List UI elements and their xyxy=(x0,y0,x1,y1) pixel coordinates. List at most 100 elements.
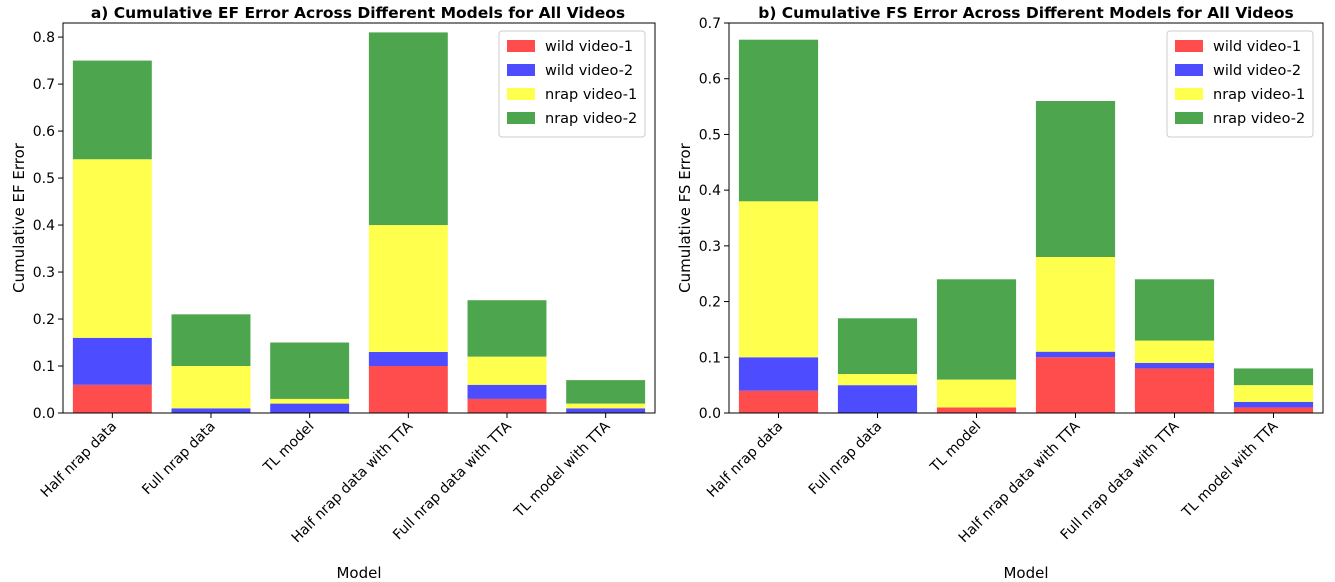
bar-segment-nrap-video-1-tl-model-with-tta xyxy=(566,403,646,409)
bar-segment-wild-video-2-full-nrap-data-with-tta xyxy=(1134,362,1215,369)
chart-title: b) Cumulative FS Error Across Different … xyxy=(758,4,1294,22)
legend-swatch-nrap-video-1 xyxy=(507,88,535,100)
bar-segment-wild-video-1-half-nrap-data xyxy=(72,384,152,413)
bar-segment-wild-video-2-half-nrap-data-with-tta xyxy=(368,351,448,367)
bar-segment-wild-video-2-half-nrap-data xyxy=(72,337,152,385)
bar-segment-nrap-video-2-full-nrap-data-with-tta xyxy=(1134,279,1215,341)
x-tick-label-tl-model: TL model xyxy=(927,419,985,477)
legend-swatch-wild-video-2 xyxy=(1175,64,1203,76)
bar-segment-nrap-video-1-half-nrap-data xyxy=(72,159,152,338)
legend-swatch-wild-video-2 xyxy=(507,64,535,76)
legend-swatch-wild-video-1 xyxy=(507,40,535,52)
y-tick-label: 0.1 xyxy=(33,359,55,375)
legend-label-wild-video-2: wild video-2 xyxy=(545,63,633,79)
y-tick-label: 0.2 xyxy=(699,295,721,311)
y-axis-label: Cumulative EF Error xyxy=(10,142,28,293)
bar-segment-nrap-video-1-tl-model-with-tta xyxy=(1233,385,1314,402)
legend-frame xyxy=(498,30,646,138)
legend-label-nrap-video-1: nrap video-1 xyxy=(1213,87,1305,103)
bar-segment-wild-video-2-tl-model-with-tta xyxy=(1233,401,1314,408)
legend-label-nrap-video-2: nrap video-2 xyxy=(545,111,637,127)
y-tick-label: 0.7 xyxy=(699,16,721,32)
y-tick-label: 0.0 xyxy=(33,406,55,422)
x-tick-label-full-nrap-data-with-tta: Full nrap data with TTA xyxy=(1058,418,1183,543)
y-tick-label: 0.4 xyxy=(699,183,721,199)
chart-fs-error: b) Cumulative FS Error Across Different … xyxy=(676,4,1324,582)
bar-segment-wild-video-1-half-nrap-data-with-tta xyxy=(1035,357,1116,413)
y-tick-label: 0.6 xyxy=(33,124,55,140)
bar-segment-nrap-video-1-full-nrap-data-with-tta xyxy=(467,356,547,385)
chart-ef-error: a) Cumulative EF Error Across Different … xyxy=(10,4,656,582)
x-tick-label-tl-model-with-tta: TL model with TTA xyxy=(1179,418,1282,521)
legend-swatch-nrap-video-2 xyxy=(1175,112,1203,124)
bar-segment-wild-video-2-half-nrap-data-with-tta xyxy=(1035,351,1116,358)
bar-segment-nrap-video-2-half-nrap-data xyxy=(72,60,152,160)
y-tick-label: 0.7 xyxy=(33,77,55,93)
x-axis-label: Model xyxy=(1003,564,1048,582)
y-tick-label: 0.1 xyxy=(699,350,721,366)
y-tick-label: 0.3 xyxy=(33,265,55,281)
plot-frame xyxy=(62,22,656,414)
y-tick-label: 0.6 xyxy=(699,72,721,88)
x-tick-label-full-nrap-data: Full nrap data xyxy=(806,419,886,499)
bar-segment-nrap-video-1-full-nrap-data xyxy=(837,374,918,386)
bar-segment-nrap-video-1-tl-model xyxy=(270,398,350,404)
bar-segment-nrap-video-2-tl-model-with-tta xyxy=(566,380,646,404)
legend-label-wild-video-1: wild video-1 xyxy=(1213,39,1301,55)
bar-segment-nrap-video-1-half-nrap-data-with-tta xyxy=(1035,257,1116,352)
bar-segment-nrap-video-1-full-nrap-data-with-tta xyxy=(1134,340,1215,363)
y-tick-label: 0.5 xyxy=(33,171,55,187)
legend-label-wild-video-2: wild video-2 xyxy=(1213,63,1301,79)
bar-segment-nrap-video-2-full-nrap-data-with-tta xyxy=(467,300,547,357)
bar-segment-wild-video-1-half-nrap-data xyxy=(738,390,819,413)
bar-segment-wild-video-1-tl-model-with-tta xyxy=(1233,407,1314,413)
bar-segment-wild-video-2-full-nrap-data xyxy=(171,408,251,413)
bar-segment-nrap-video-2-tl-model xyxy=(270,342,350,399)
y-tick-label: 0.4 xyxy=(33,218,55,234)
bar-segment-wild-video-2-tl-model xyxy=(270,403,350,413)
legend-frame xyxy=(1166,30,1314,138)
x-tick-label-full-nrap-data: Full nrap data xyxy=(139,419,219,499)
bar-segment-wild-video-1-full-nrap-data-with-tta xyxy=(1134,368,1215,413)
y-tick-label: 0.2 xyxy=(33,312,55,328)
legend: wild video-1 wild video-2 nrap video-1 nrap… xyxy=(1166,30,1314,138)
x-tick-label-tl-model: TL model xyxy=(260,419,318,477)
y-tick-label: 0.5 xyxy=(699,127,721,143)
legend-label-nrap-video-2: nrap video-2 xyxy=(1213,111,1305,127)
bar-segment-nrap-video-2-full-nrap-data xyxy=(171,314,251,367)
bar-segment-wild-video-1-half-nrap-data-with-tta xyxy=(368,366,448,413)
bar-segment-wild-video-1-full-nrap-data-with-tta xyxy=(467,398,547,413)
legend-swatch-wild-video-1 xyxy=(1175,40,1203,52)
bar-segment-wild-video-2-tl-model-with-tta xyxy=(566,408,646,413)
x-axis-label: Model xyxy=(336,564,381,582)
y-tick-label: 0.8 xyxy=(33,30,55,46)
legend-label-nrap-video-1: nrap video-1 xyxy=(545,87,637,103)
x-tick-label-half-nrap-data: Half nrap data xyxy=(704,419,786,501)
x-tick-label-tl-model-with-tta: TL model with TTA xyxy=(511,418,614,521)
bar-segment-nrap-video-1-tl-model xyxy=(936,379,1017,408)
y-axis-label: Cumulative FS Error xyxy=(676,142,694,292)
bar-segment-nrap-video-1-half-nrap-data xyxy=(738,201,819,358)
legend-label-wild-video-1: wild video-1 xyxy=(545,39,633,55)
legend: wild video-1 wild video-2 nrap video-1 nrap… xyxy=(498,30,646,138)
y-tick-label: 0.0 xyxy=(699,406,721,422)
bar-segment-wild-video-1-tl-model xyxy=(936,407,1017,413)
chart-title: a) Cumulative EF Error Across Different … xyxy=(91,4,625,22)
x-tick-label-half-nrap-data: Half nrap data xyxy=(38,419,120,501)
legend-swatch-nrap-video-2 xyxy=(507,112,535,124)
bar-segment-nrap-video-2-full-nrap-data xyxy=(837,318,918,374)
bar-segment-nrap-video-1-half-nrap-data-with-tta xyxy=(368,225,448,352)
bar-segment-wild-video-2-half-nrap-data xyxy=(738,357,819,391)
bar-segment-nrap-video-1-full-nrap-data xyxy=(171,366,251,409)
bar-segment-nrap-video-2-tl-model xyxy=(936,279,1017,380)
bar-segment-wild-video-2-full-nrap-data xyxy=(837,385,918,413)
legend-swatch-nrap-video-1 xyxy=(1175,88,1203,100)
bar-segment-nrap-video-2-half-nrap-data-with-tta xyxy=(1035,101,1116,257)
y-tick-label: 0.3 xyxy=(699,239,721,255)
bar-segment-wild-video-2-full-nrap-data-with-tta xyxy=(467,384,547,399)
bar-segment-nrap-video-2-half-nrap-data-with-tta xyxy=(368,32,448,226)
bar-segment-nrap-video-2-tl-model-with-tta xyxy=(1233,368,1314,386)
bar-segment-nrap-video-2-half-nrap-data xyxy=(738,39,819,202)
plot-frame xyxy=(728,22,1324,414)
